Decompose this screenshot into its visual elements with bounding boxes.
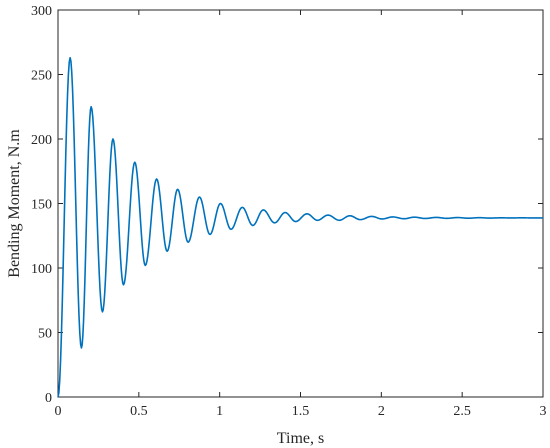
y-tick-label: 50 — [38, 327, 52, 342]
y-axis-ticks: 0 50 100 150 200 250 300 — [31, 4, 543, 406]
y-tick-label: 150 — [31, 198, 52, 213]
x-tick-label: 1 — [216, 404, 223, 419]
y-tick-label: 0 — [45, 391, 52, 406]
x-axis-ticks: 0 0.5 1 1.5 2 2.5 3 — [55, 10, 547, 419]
x-tick-label: 3 — [540, 404, 547, 419]
x-tick-label: 0 — [55, 404, 62, 419]
series-line — [57, 56, 544, 398]
x-tick-label: 1.5 — [292, 404, 310, 419]
x-tick-label: 0.5 — [130, 404, 148, 419]
y-axis-label: Bending Moment, N.m — [6, 129, 23, 278]
y-tick-label: 100 — [31, 262, 52, 277]
x-tick-label: 2 — [378, 404, 385, 419]
y-tick-label: 200 — [31, 133, 52, 148]
y-tick-label: 300 — [31, 4, 52, 19]
x-axis-label: Time, s — [277, 430, 324, 447]
x-tick-label: 2.5 — [453, 404, 471, 419]
y-tick-label: 250 — [31, 69, 52, 84]
